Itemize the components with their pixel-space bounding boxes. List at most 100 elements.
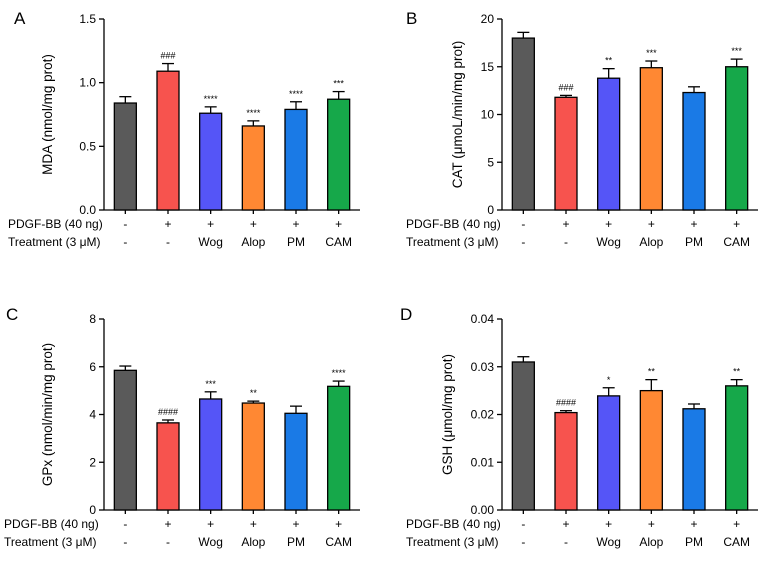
pdgf-value: -	[521, 217, 525, 231]
y-tick-label: 1.0	[79, 76, 96, 90]
bar-pm	[284, 108, 308, 211]
bar-control	[113, 102, 137, 211]
bar-cam	[725, 385, 749, 511]
significance-label: ****	[289, 89, 304, 99]
y-axis-label: MDA (nmol/mg prot)	[40, 54, 55, 175]
row-label-pdgf: PDGF-BB (40 ng)	[4, 517, 99, 531]
pdgf-value: +	[292, 517, 299, 531]
y-tick-label: 10	[481, 108, 495, 122]
bar-wog	[199, 112, 223, 211]
pdgf-value: +	[690, 217, 697, 231]
pdgf-value: +	[562, 517, 569, 531]
treatment-value: -	[521, 535, 525, 549]
significance-label: ****	[246, 108, 261, 118]
row-label-treatment: Treatment (3 μM)	[406, 535, 498, 549]
significance-label: ****	[332, 368, 347, 378]
treatment-value: Wog	[596, 535, 620, 549]
bar-cam	[327, 98, 351, 211]
significance-label: ####	[158, 407, 178, 417]
row-label-pdgf: PDGF-BB (40 ng)	[8, 217, 103, 231]
bar-wog	[597, 395, 621, 511]
treatment-value: Wog	[198, 535, 222, 549]
y-tick-label: 0.0	[79, 203, 96, 217]
treatment-value: Alop	[241, 235, 265, 249]
pdgf-value: -	[123, 517, 127, 531]
y-tick-label: 0.01	[471, 455, 495, 469]
bar-cam	[327, 385, 351, 511]
y-tick-label: 8	[89, 312, 96, 326]
bar-wog	[199, 398, 223, 511]
treatment-value: -	[123, 235, 127, 249]
significance-label: ***	[731, 46, 742, 56]
treatment-value: -	[166, 235, 170, 249]
bar-model	[554, 411, 578, 511]
panel-c: C 0 2 4 6 8 GPx (nmol/min/mg prot) - - #### + - *** +…	[4, 305, 360, 549]
bar-alop	[241, 125, 265, 211]
significance-label: ****	[204, 94, 219, 104]
y-tick-label: 0.04	[471, 312, 495, 326]
treatment-value: PM	[685, 235, 703, 249]
y-tick-label: 0.03	[471, 360, 495, 374]
y-tick-label: 0	[487, 203, 494, 217]
y-tick-label: 5	[487, 155, 494, 169]
row-label-pdgf: PDGF-BB (40 ng)	[406, 517, 501, 531]
y-axis-label: GSH (μmol/mg prot)	[440, 354, 455, 475]
significance-label: *	[607, 375, 611, 385]
significance-label: **	[648, 367, 656, 377]
pdgf-value: +	[207, 217, 214, 231]
pdgf-value: +	[605, 517, 612, 531]
pdgf-value: +	[733, 217, 740, 231]
row-label-treatment: Treatment (3 μM)	[406, 235, 498, 249]
pdgf-value: +	[292, 217, 299, 231]
row-label-treatment: Treatment (3 μM)	[4, 535, 96, 549]
pdgf-value: -	[123, 217, 127, 231]
y-tick-label: 0.5	[79, 139, 96, 153]
row-label-treatment: Treatment (3 μM)	[8, 235, 100, 249]
panel-b: B 0 5 10 15 20 CAT (μmoL/min/mg prot) - - ### + - **…	[406, 9, 758, 249]
significance-label: ***	[205, 379, 216, 389]
treatment-value: CAM	[723, 235, 750, 249]
treatment-value: Alop	[639, 535, 663, 549]
bar-model	[156, 70, 180, 211]
bar-control	[113, 369, 137, 511]
treatment-value: Alop	[639, 235, 663, 249]
row-label-pdgf: PDGF-BB (40 ng)	[406, 217, 501, 231]
y-tick-label: 6	[89, 360, 96, 374]
significance-label: ***	[646, 48, 657, 58]
y-tick-label: 15	[481, 60, 495, 74]
y-tick-label: 20	[481, 12, 495, 26]
panel-letter: A	[14, 9, 26, 28]
treatment-value: -	[166, 535, 170, 549]
pdgf-value: +	[648, 217, 655, 231]
y-tick-label: 0.00	[471, 503, 495, 517]
y-tick-label: 2	[89, 455, 96, 469]
pdgf-value: +	[562, 217, 569, 231]
pdgf-value: +	[335, 217, 342, 231]
bar-pm	[682, 91, 706, 211]
treatment-value: -	[564, 235, 568, 249]
y-tick-label: 1.5	[79, 12, 96, 26]
bar-alop	[241, 402, 265, 511]
treatment-value: CAM	[723, 535, 750, 549]
pdgf-value: +	[207, 517, 214, 531]
panel-letter: D	[400, 305, 412, 324]
significance-label: ####	[556, 398, 576, 408]
bar-wog	[597, 77, 621, 211]
pdgf-value: +	[250, 217, 257, 231]
y-tick-label: 0.02	[471, 408, 495, 422]
treatment-value: PM	[287, 535, 305, 549]
treatment-value: CAM	[325, 235, 352, 249]
panel-letter: B	[406, 9, 417, 28]
pdgf-value: +	[733, 517, 740, 531]
bar-control	[511, 361, 535, 511]
pdgf-value: +	[335, 517, 342, 531]
bar-model	[554, 96, 578, 211]
significance-label: **	[733, 367, 741, 377]
bar-pm	[284, 412, 308, 511]
panel-a: A 0.0 0.5 1.0 1.5 MDA (nmol/mg prot) - - ### + - **…	[8, 9, 360, 249]
panel-letter: C	[6, 305, 18, 324]
treatment-value: CAM	[325, 535, 352, 549]
significance-label: ***	[333, 79, 344, 89]
significance-label: ###	[160, 51, 175, 61]
